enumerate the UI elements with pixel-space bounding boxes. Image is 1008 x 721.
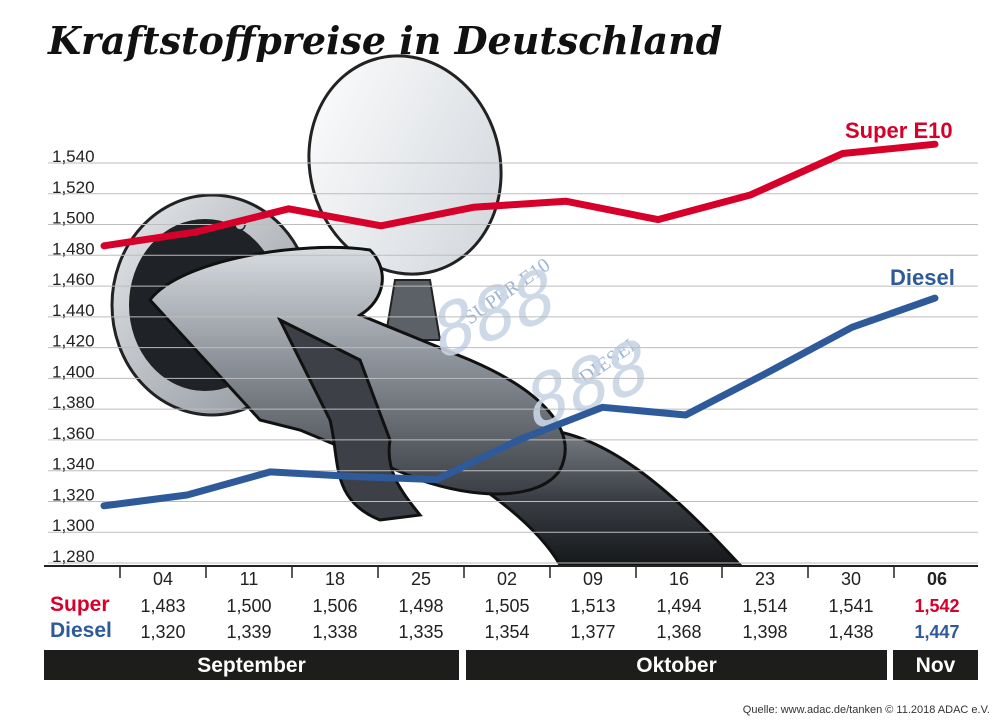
y-tick-label: 1,440 bbox=[52, 301, 95, 320]
category-label: 16 bbox=[669, 569, 689, 589]
month-label: Nov bbox=[916, 654, 956, 677]
row-label-diesel: Diesel bbox=[50, 619, 112, 642]
data-label: 1,354 bbox=[484, 622, 529, 642]
y-tick-label: 1,320 bbox=[52, 485, 95, 504]
y-tick-label: 1,380 bbox=[52, 393, 95, 412]
y-tick-label: 1,360 bbox=[52, 424, 95, 443]
y-tick-label: 1,460 bbox=[52, 270, 95, 289]
category-label: 04 bbox=[153, 569, 173, 589]
data-label: 1,500 bbox=[226, 596, 271, 616]
data-label: 1,338 bbox=[312, 622, 357, 642]
source-note: Quelle: www.adac.de/tanken © 11.2018 ADA… bbox=[742, 704, 990, 716]
y-tick-label: 1,500 bbox=[52, 209, 95, 228]
y-tick-label: 1,520 bbox=[52, 178, 95, 197]
data-label: 1,483 bbox=[140, 596, 185, 616]
data-label: 1,447 bbox=[914, 622, 959, 642]
y-tick-label: 1,300 bbox=[52, 516, 95, 535]
category-label: 25 bbox=[411, 569, 431, 589]
data-label: 1,368 bbox=[656, 622, 701, 642]
y-axis-ticks: 1,280 1,300 1,320 1,340 1,360 1,380 1,400 1,420… bbox=[52, 147, 95, 566]
y-tick-label: 1,400 bbox=[52, 362, 95, 381]
grid-lines bbox=[48, 162, 978, 564]
month-bar: September Oktober Nov bbox=[44, 650, 978, 680]
data-label: 1,335 bbox=[398, 622, 443, 642]
data-label: 1,377 bbox=[570, 622, 615, 642]
data-label: 1,339 bbox=[226, 622, 271, 642]
data-label: 1,513 bbox=[570, 596, 615, 616]
y-tick-label: 1,480 bbox=[52, 239, 95, 258]
category-label: 06 bbox=[927, 569, 947, 589]
data-label: 1,398 bbox=[742, 622, 787, 642]
category-label: 30 bbox=[841, 569, 861, 589]
row-label-super: Super bbox=[50, 593, 110, 616]
legend-label-super-e10: Super E10 bbox=[845, 118, 953, 143]
data-label: 1,541 bbox=[828, 596, 873, 616]
data-label: 1,320 bbox=[140, 622, 185, 642]
y-tick-label: 1,420 bbox=[52, 332, 95, 351]
series-lines: Super E10 Diesel bbox=[100, 118, 955, 510]
category-label: 11 bbox=[240, 569, 259, 589]
series-line-super-e10 bbox=[100, 140, 939, 250]
y-tick-label: 1,340 bbox=[52, 455, 95, 474]
month-segment bbox=[893, 650, 978, 680]
data-label: 1,505 bbox=[484, 596, 529, 616]
valve-icon bbox=[383, 279, 442, 341]
data-label: 1,542 bbox=[914, 596, 959, 616]
month-label: Oktober bbox=[636, 654, 717, 677]
category-label: 09 bbox=[583, 569, 603, 589]
data-label: 1,494 bbox=[656, 596, 701, 616]
month-segment bbox=[44, 650, 459, 680]
legend-label-diesel: Diesel bbox=[890, 265, 955, 290]
data-label: 1,506 bbox=[312, 596, 357, 616]
y-tick-label: 1,540 bbox=[52, 147, 95, 166]
data-label: 1,514 bbox=[742, 596, 787, 616]
y-tick-label: 1,280 bbox=[52, 547, 95, 566]
data-label: 1,498 bbox=[398, 596, 443, 616]
category-label: 18 bbox=[325, 569, 345, 589]
month-segment bbox=[466, 650, 887, 680]
category-label: 02 bbox=[497, 569, 517, 589]
value-table: 04 11 18 25 02 09 16 23 30 06 Super 1,483 1,500 1,506… bbox=[44, 565, 978, 642]
data-label: 1,438 bbox=[828, 622, 873, 642]
fuel-pump-illustration: SUPER E10 DIESEL 888 888 bbox=[110, 54, 744, 567]
category-label: 23 bbox=[755, 569, 775, 589]
month-label: September bbox=[197, 654, 306, 677]
